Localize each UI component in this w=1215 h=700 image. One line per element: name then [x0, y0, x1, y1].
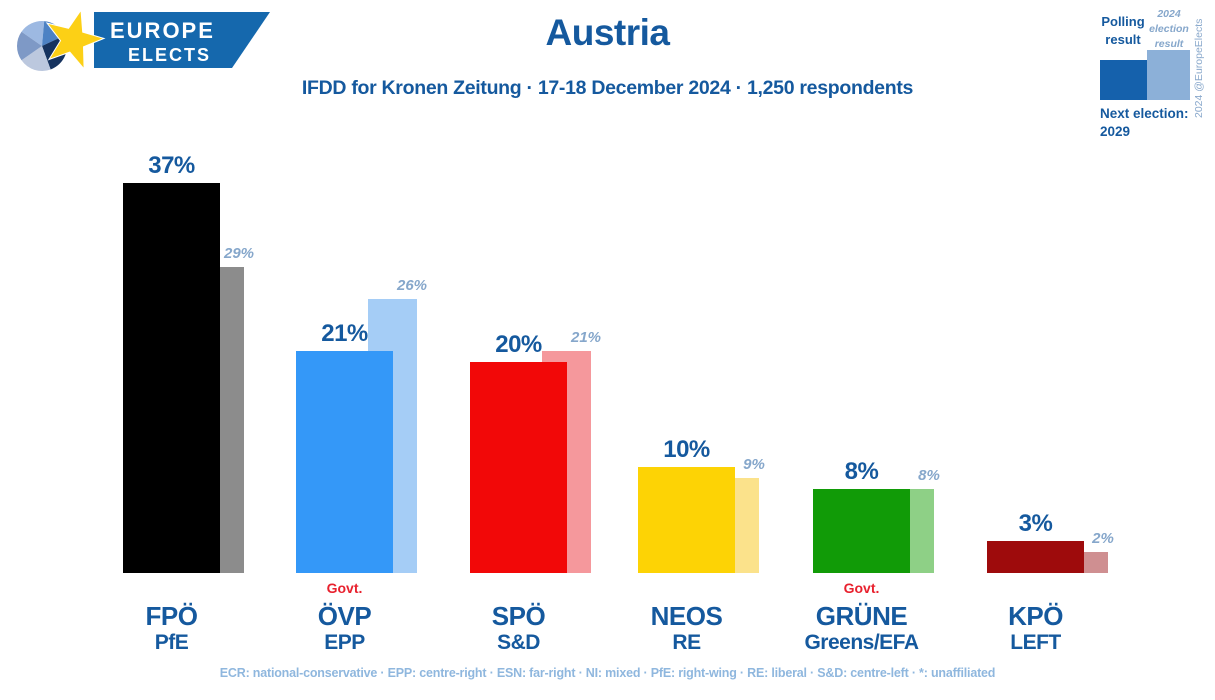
election-value-label-SPÖ: 21% [570, 329, 602, 346]
party-label-ÖVP: ÖVP EPP [258, 601, 431, 655]
party-name-KPÖ: KPÖ [1008, 601, 1063, 631]
polling-bar-SPÖ [470, 362, 567, 573]
polling-value-label-SPÖ: 20% [495, 331, 542, 358]
party-name-GRÜNE: GRÜNE [815, 601, 908, 631]
polling-value-label-NEOS: 10% [663, 436, 710, 463]
legend-polling-swatch [1100, 60, 1147, 100]
polling-bar-ÖVP [296, 351, 393, 573]
polling-value-label-GRÜNE: 8% [844, 458, 879, 485]
logo-text-line1: EUROPE [110, 18, 215, 43]
election-value-label-ÖVP: 26% [396, 277, 428, 294]
govt-tag-GRÜNE: Govt. [843, 580, 880, 596]
party-name-ÖVP: ÖVP [317, 601, 372, 631]
group-key-footer: ECR: national-conservative · EPP: centre… [219, 666, 996, 680]
polling-bar-FPÖ [123, 183, 220, 573]
party-name-NEOS: NEOS [650, 601, 723, 631]
polling-bar-NEOS [638, 467, 735, 573]
election-value-label-GRÜNE: 8% [918, 467, 940, 484]
election-value-label-FPÖ: 29% [223, 245, 255, 262]
party-label-FPÖ: FPÖ PfE [85, 601, 258, 655]
logo-text-line2: ELECTS [128, 45, 211, 65]
election-value-label-NEOS: 9% [743, 456, 765, 473]
next-election: Next election: 2029 [1100, 105, 1210, 141]
page-title: Austria [545, 12, 670, 53]
party-ep-group-FPÖ: PfE [154, 631, 189, 654]
govt-tag-ÖVP: Govt. [326, 580, 363, 596]
next-election-label: Next election: [1100, 106, 1189, 121]
next-election-year: 2029 [1100, 124, 1131, 139]
party-ep-group-SPÖ: S&D [497, 631, 540, 654]
polling-bar-KPÖ [987, 541, 1084, 573]
polling-value-label-ÖVP: 21% [321, 320, 368, 347]
election-value-label-KPÖ: 2% [1092, 530, 1114, 547]
polling-value-label-FPÖ: 37% [148, 152, 195, 179]
party-name-SPÖ: SPÖ [491, 601, 546, 631]
legend-election-label: 2024 election result [1149, 8, 1189, 50]
party-ep-group-ÖVP: EPP [324, 631, 365, 654]
party-label-SPÖ: SPÖ S&D [432, 601, 605, 655]
polling-value-label-KPÖ: 3% [1018, 510, 1053, 537]
party-label-GRÜNE: GRÜNE Greens/EFA [775, 601, 948, 655]
legend-election-swatch [1147, 50, 1190, 100]
party-label-NEOS: NEOS RE [600, 601, 773, 655]
poll-subtitle: IFDD for Kronen Zeitung · 17-18 December… [301, 77, 914, 99]
party-ep-group-GRÜNE: Greens/EFA [804, 631, 919, 654]
logo-banner [94, 12, 270, 68]
credit-watermark: 2024 @EuropeElects [1193, 18, 1205, 118]
logo-star-icon [45, 8, 106, 71]
party-ep-group-NEOS: RE [672, 631, 701, 654]
europe-elects-logo: EUROPE ELECTS [17, 8, 270, 72]
party-ep-group-KPÖ: LEFT [1010, 631, 1061, 654]
party-label-KPÖ: KPÖ LEFT [949, 601, 1122, 655]
legend-polling-label: Polling result [1101, 14, 1145, 47]
polling-bar-GRÜNE [813, 489, 910, 573]
party-name-FPÖ: FPÖ [145, 601, 198, 631]
